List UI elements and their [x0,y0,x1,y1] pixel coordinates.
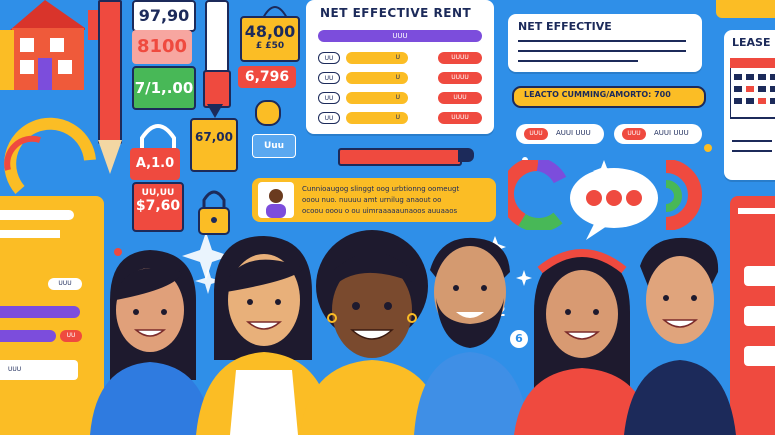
red-price-tag-value: $7,60 [135,198,181,214]
left-panel-box: UUU [0,360,78,380]
line [518,40,686,42]
message-banner-line: ocoou ooou o ou uimraaaaaunaoos auuaaos [302,207,458,215]
person-6 [624,237,736,435]
left-panel-chip-1[interactable]: UUU [48,278,82,290]
price-tag-top: 97,90 [132,0,196,32]
right-panel [730,196,775,435]
left-panel-bar [0,306,80,318]
net-rent-row-badge: UU [318,112,340,124]
price-tag-pink: 8100 [132,30,192,64]
line [732,140,772,142]
message-banner-line: ooou nuo. nuuuu amt urnilug anaout oo [302,196,442,204]
person-1 [90,250,212,435]
net-rent-row-bar: U [346,72,408,84]
marker-cap [205,0,229,76]
net-rent-header-bar: UUU [318,30,482,42]
chip-1[interactable]: UUU AUUI UUU [516,124,604,144]
net-rent-row-bar: U [346,52,408,64]
net-effective-rent-card: NET EFFECTIVE RENT UUU UU U UUUU UU U UUUU UU U… [306,0,494,134]
calendar-icon [730,58,775,119]
right-panel-field[interactable] [744,266,775,286]
message-banner-line: Cunnioaugog slinggt oog urbtionng oomeug… [302,185,460,193]
price-tag-6700-value: 67,00 [195,130,233,144]
marker-tip [207,104,223,118]
price-tag-4800-value: 48,00 [244,22,296,41]
message-banner: Cunnioaugog slinggt oog urbtionng oomeug… [252,178,496,222]
red-price-tag: UU,UU $7,60 [132,182,184,232]
net-rent-row-value: UUUU [438,112,482,124]
right-panel-field[interactable] [744,346,775,366]
line [518,50,686,52]
avatar [258,182,294,218]
net-effective-title: NET EFFECTIVE [518,20,612,33]
net-rent-row-value: UUUU [438,52,482,64]
chip-1-text: AUUI UUU [556,129,591,137]
net-effective-rent-title: NET EFFECTIVE RENT [320,6,472,20]
net-rent-row-bar: U [346,112,408,124]
net-rent-row-value: UUU [438,92,482,104]
pen-cap [458,148,474,162]
small-icon-label: Uuu [252,134,296,158]
pencil-tip [98,140,122,174]
chip-2-badge: UUU [622,128,646,140]
net-rent-row-badge: UU [318,92,340,104]
net-effective-card: NET EFFECTIVE [508,14,702,72]
price-tag-4800: 48,00 £ £50 [240,16,300,62]
net-rent-row: UU U UUUU [318,52,482,64]
person-2 [196,236,334,435]
person-3 [300,230,444,435]
lock-price-tag: A,1.0 [130,148,180,180]
side-number-6: 6 [510,330,528,348]
pencil-body [98,0,122,144]
person-5 [514,249,652,435]
line [738,208,775,214]
ring-chart-right-icon [665,160,702,230]
net-rent-row-badge: UU [318,72,340,84]
house-icon [0,0,100,95]
line [0,230,60,238]
price-tag-6700: 67,00 [190,118,238,172]
concession-bar: LEACTO CUMMING/AMORTO: 700 [512,86,706,108]
left-panel-chip-2[interactable]: UU [60,330,82,342]
price-tag-green: 7/1,.00 [132,66,196,110]
price-tag-4800-sub: £ £50 [255,41,285,51]
corner-yellow-block [716,0,775,18]
coin-icon [255,100,281,126]
chip-2-text: AUUI UUU [654,129,689,137]
net-rent-row: UU U UUUU [318,112,482,124]
price-tag-6796: 6,796 [238,66,296,88]
net-rent-row-bar: U [346,92,408,104]
line [518,60,638,62]
chip-1-badge: UUU [524,128,548,140]
net-rent-row-value: UUUU [438,72,482,84]
message-banner-text: Cunnioaugog slinggt oog urbtionng oomeug… [302,184,459,217]
net-rent-row-badge: UU [318,52,340,64]
lock-shackle [140,124,176,160]
lease-title: LEASE [732,36,771,49]
padlock-icon [198,190,230,235]
chat-bubble-icon [570,168,658,240]
line [732,150,772,152]
net-rent-row: UU U UUUU [318,72,482,84]
line [0,210,74,220]
donut-chart-icon [508,160,567,230]
concession-text: LEACTO CUMMING/AMORTO: 700 [524,90,671,99]
ring-chart-icon [4,117,96,194]
red-price-tag-small: UU,UU [141,188,175,198]
chip-2[interactable]: UUU AUUI UUU [614,124,702,144]
lease-card: LEASE [724,30,775,180]
net-rent-row: UU U UUU [318,92,482,104]
left-panel-bar [0,330,56,342]
left-panel: UUU UU UUU [0,196,104,435]
person-4 [414,237,530,435]
right-panel-field[interactable] [744,306,775,326]
